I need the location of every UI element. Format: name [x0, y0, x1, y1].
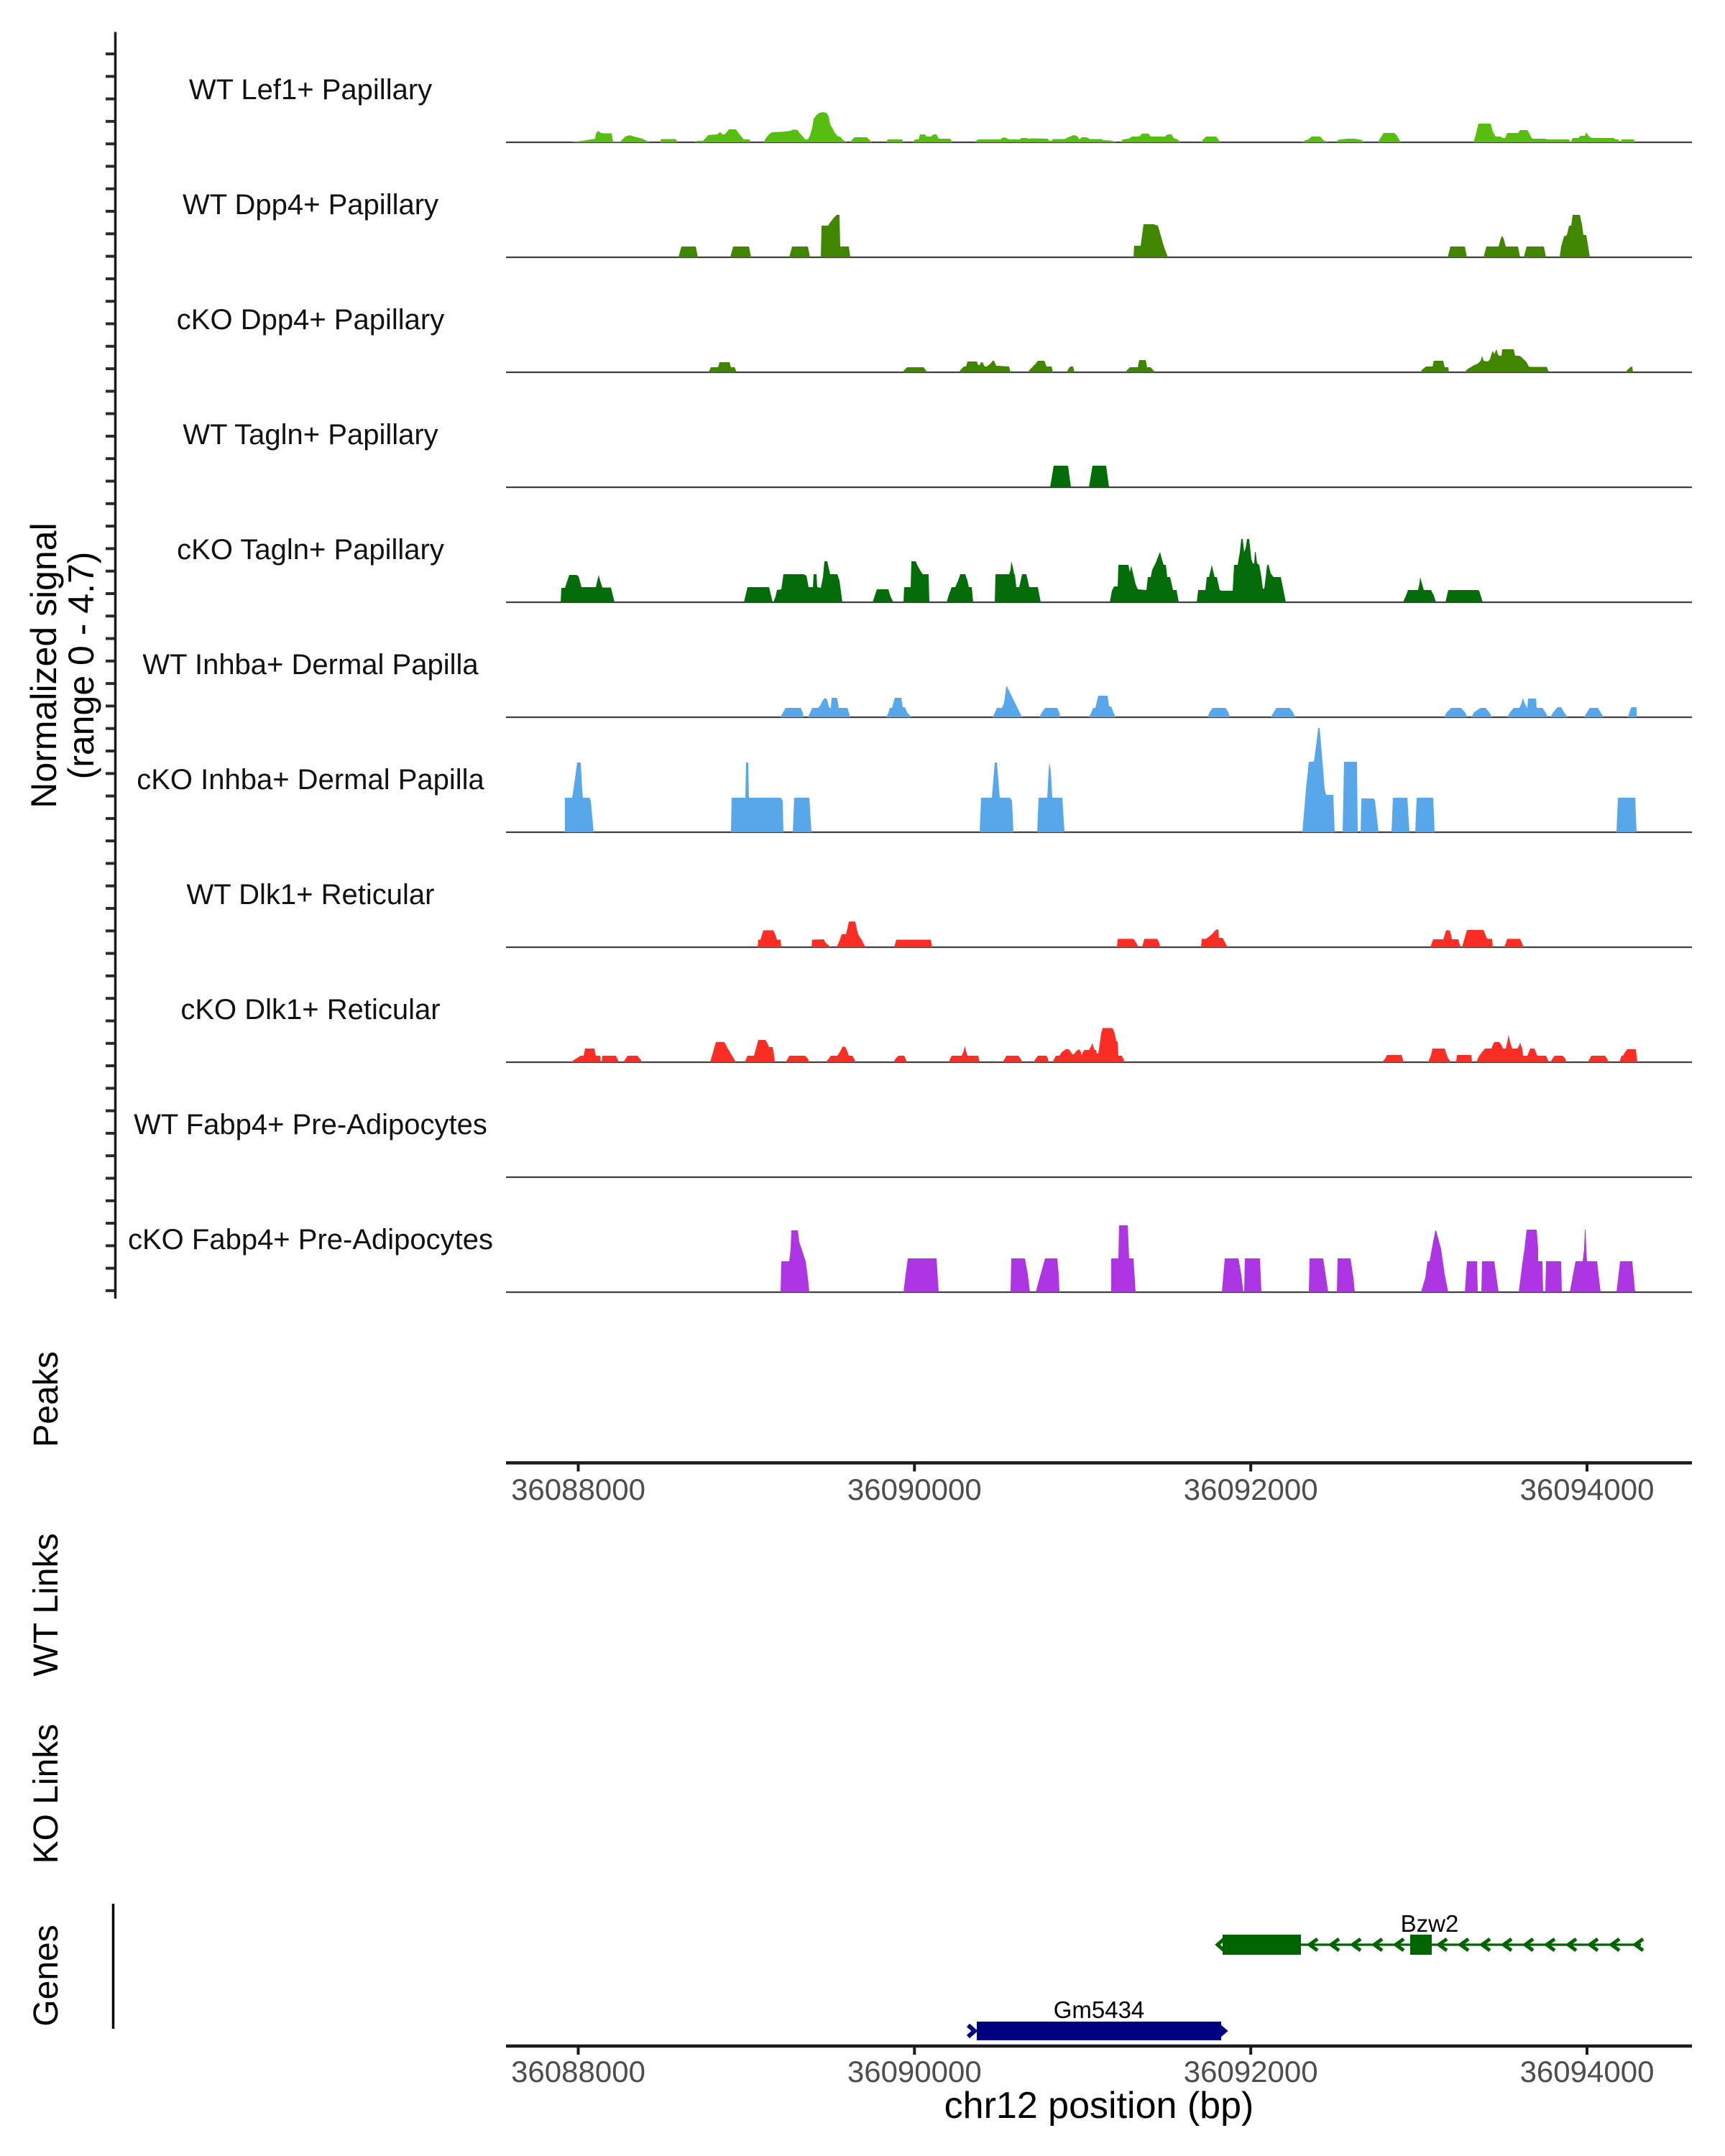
svg-text:36090000: 36090000 — [847, 1473, 982, 1506]
svg-text:WT Links: WT Links — [27, 1533, 65, 1676]
svg-text:Gm5434: Gm5434 — [1054, 1996, 1145, 2023]
svg-text:(range 0 - 4.7): (range 0 - 4.7) — [61, 552, 101, 780]
svg-text:cKO Dpp4+ Papillary: cKO Dpp4+ Papillary — [177, 304, 444, 336]
svg-text:36092000: 36092000 — [1184, 2055, 1318, 2088]
svg-text:36088000: 36088000 — [511, 1473, 645, 1506]
svg-text:Normalized signal: Normalized signal — [24, 522, 64, 808]
svg-text:Bzw2: Bzw2 — [1401, 1910, 1459, 1937]
svg-text:cKO Dlk1+ Reticular: cKO Dlk1+ Reticular — [180, 994, 440, 1026]
svg-text:chr12 position (bp): chr12 position (bp) — [944, 2085, 1254, 2127]
svg-text:36090000: 36090000 — [847, 2055, 982, 2088]
svg-text:WT Tagln+ Papillary: WT Tagln+ Papillary — [183, 419, 438, 451]
svg-text:WT Dpp4+ Papillary: WT Dpp4+ Papillary — [183, 189, 438, 221]
svg-text:36092000: 36092000 — [1184, 1473, 1318, 1506]
svg-text:KO Links: KO Links — [27, 1724, 65, 1864]
svg-text:36094000: 36094000 — [1520, 1473, 1655, 1506]
svg-text:WT Fabp4+ Pre-Adipocytes: WT Fabp4+ Pre-Adipocytes — [134, 1109, 487, 1141]
svg-text:WT Dlk1+ Reticular: WT Dlk1+ Reticular — [187, 879, 435, 911]
svg-text:Peaks: Peaks — [27, 1351, 65, 1447]
svg-text:cKO Inhba+ Dermal Papilla: cKO Inhba+ Dermal Papilla — [137, 764, 484, 796]
svg-text:Genes: Genes — [27, 1925, 65, 2026]
svg-text:WT Lef1+ Papillary: WT Lef1+ Papillary — [189, 74, 432, 106]
svg-text:cKO Fabp4+ Pre-Adipocytes: cKO Fabp4+ Pre-Adipocytes — [128, 1224, 493, 1256]
svg-text:36094000: 36094000 — [1520, 2055, 1655, 2088]
svg-text:cKO Tagln+ Papillary: cKO Tagln+ Papillary — [177, 534, 444, 566]
svg-text:36088000: 36088000 — [511, 2055, 645, 2088]
svg-text:WT Inhba+ Dermal Papilla: WT Inhba+ Dermal Papilla — [142, 649, 479, 681]
